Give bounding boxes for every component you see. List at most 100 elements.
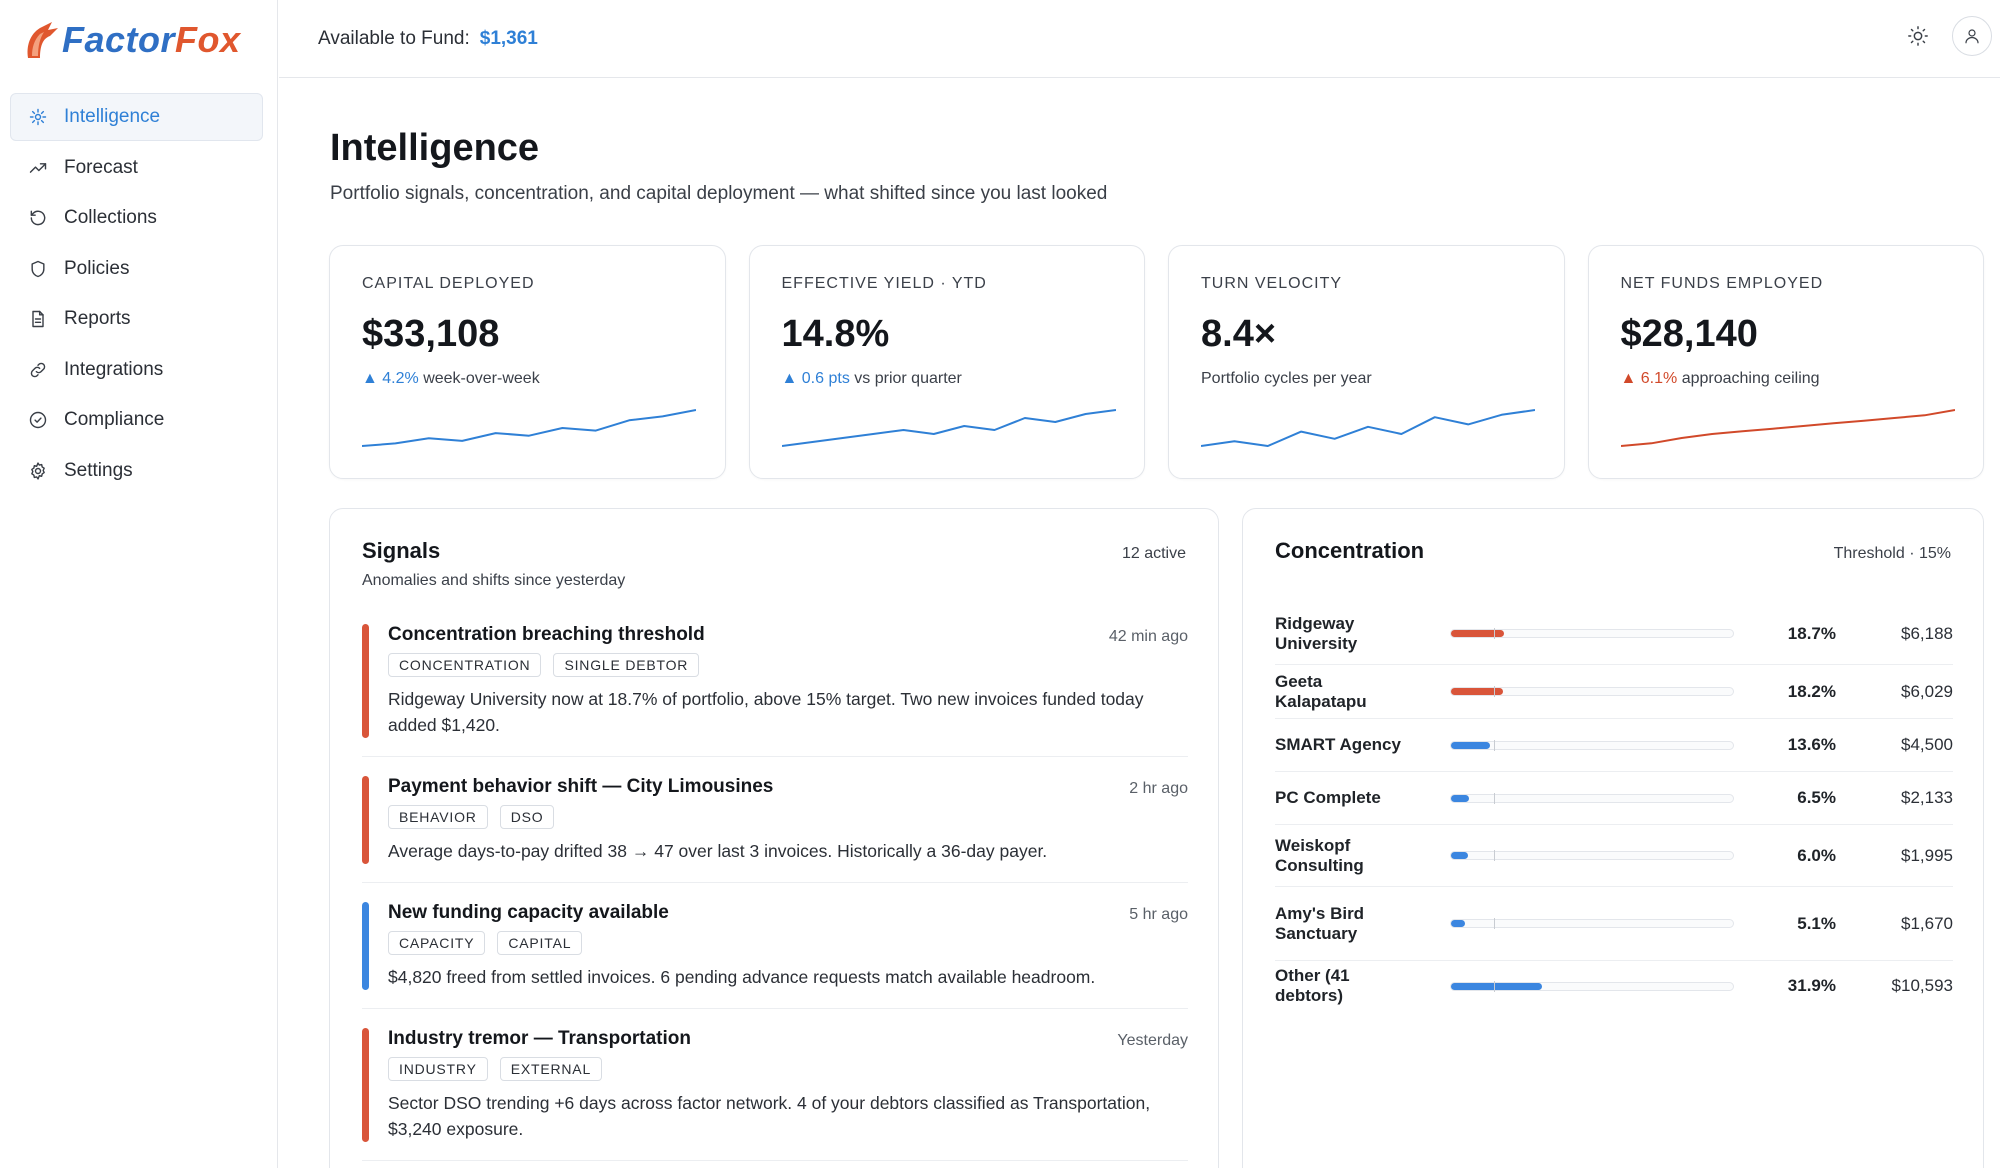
kpi-card[interactable]: NET FUNDS EMPLOYED $28,140 ▲ 6.1% approach… <box>1587 245 1984 479</box>
concentration-bar-track <box>1450 850 1734 861</box>
concentration-panel: Concentration Threshold · 15% Ridgeway U… <box>1242 508 1984 1168</box>
signal-tag: SINGLE DEBTOR <box>553 653 700 677</box>
sidebar-item-policies[interactable]: Policies <box>10 245 263 293</box>
kpi-delta: ▲ 6.1% approaching ceiling <box>1621 370 1820 388</box>
sidebar-item-settings[interactable]: Settings <box>10 447 263 495</box>
signal-time: 5 hr ago <box>1129 906 1188 923</box>
sidebar: FactorFox Intelligence Forecast Collection… <box>0 0 278 1168</box>
signal-description: Sector DSO trending +6 days across facto… <box>388 1093 1151 1139</box>
signal-time: Yesterday <box>1117 1032 1188 1049</box>
kpi-delta-value: ▲ 4.2% <box>362 370 419 387</box>
kpi-label: EFFECTIVE YIELD · YTD <box>781 275 987 292</box>
signal-tag: CONCENTRATION <box>388 653 542 677</box>
kpi-delta: Portfolio cycles per year <box>1201 370 1372 388</box>
sidebar-item-compliance[interactable]: Compliance <box>10 396 263 444</box>
threshold-marker <box>1493 792 1495 804</box>
kpi-delta-text: week-over-week <box>423 370 540 387</box>
sidebar-item-collections[interactable]: Collections <box>10 194 263 242</box>
concentration-row[interactable]: Weiskopf Consulting 6.0% $1,995 <box>1275 825 1953 887</box>
document-icon <box>32 310 44 328</box>
signal-time: 42 min ago <box>1108 628 1188 645</box>
sidebar-item-forecast[interactable]: Forecast <box>10 144 263 192</box>
debtor-amount: $2,133 <box>1901 788 1953 807</box>
user-menu-button[interactable] <box>1952 16 1992 56</box>
debtor-amount: $6,188 <box>1901 623 1953 643</box>
threshold-marker <box>1493 739 1495 751</box>
kpi-delta: ▲ 4.2% week-over-week <box>362 370 540 388</box>
brand-logo[interactable]: FactorFox <box>22 18 241 62</box>
signals-list: Concentration breaching threshold 42 min … <box>362 624 1188 1161</box>
concentration-row[interactable]: Amy's Bird Sanctuary 5.1% $1,670 <box>1275 887 1953 961</box>
gear-icon <box>31 461 45 480</box>
debtor-percent: 6.5% <box>1797 788 1836 807</box>
kpi-delta-value: ▲ 6.1% <box>1620 370 1678 387</box>
signal-description: Average days-to-pay drifted 38 → 47 over… <box>388 841 1048 861</box>
signal-item[interactable]: New funding capacity available 5 hr ago CA… <box>362 883 1188 1009</box>
sidebar-item-label: Policies <box>64 257 130 279</box>
threshold-marker <box>1493 628 1495 639</box>
kpi-delta-value: ▲ 0.6 pts <box>781 370 850 387</box>
signal-tag: DSO <box>499 805 555 829</box>
debtor-percent: 18.7% <box>1787 623 1836 643</box>
signal-description: Ridgeway University now at 18.7% of port… <box>388 689 1144 735</box>
threshold-marker <box>1493 918 1495 929</box>
signal-title: Payment behavior shift — City Limousines <box>388 776 774 797</box>
concentration-list: Ridgeway University 18.7% $6,188 Geeta Kala… <box>1275 603 1953 1011</box>
debtor-amount: $1,995 <box>1901 845 1953 865</box>
kpi-card[interactable]: CAPITAL DEPLOYED $33,108 ▲ 4.2% week-over-… <box>329 245 726 479</box>
kpi-label: TURN VELOCITY <box>1201 275 1343 292</box>
debtor-name: SMART Agency <box>1275 735 1401 754</box>
concentration-bar-fill <box>1451 630 1505 637</box>
signal-tag: EXTERNAL <box>499 1057 603 1081</box>
kpi-delta-text: vs prior quarter <box>854 370 962 387</box>
sidebar-item-reports[interactable]: Reports <box>10 295 263 343</box>
sidebar-item-integrations[interactable]: Integrations <box>10 346 263 394</box>
concentration-row[interactable]: Geeta Kalapatapu 18.2% $6,029 <box>1275 665 1953 719</box>
concentration-bar-track <box>1450 628 1734 639</box>
threshold-marker <box>1493 850 1495 861</box>
kpi-value: $28,140 <box>1620 313 1758 355</box>
concentration-row[interactable]: Other (41 debtors) 31.9% $10,593 <box>1275 961 1953 1011</box>
theme-toggle-button[interactable] <box>1898 16 1938 56</box>
concentration-bar-fill <box>1451 741 1490 749</box>
debtor-name: Amy's Bird Sanctuary <box>1275 903 1365 943</box>
sidebar-item-intelligence[interactable]: Intelligence <box>10 93 263 141</box>
top-actions <box>1898 16 1992 56</box>
top-bar: Available to Fund: $1,361 <box>279 0 2000 78</box>
concentration-row[interactable]: PC Complete 6.5% $2,133 <box>1275 772 1953 825</box>
concentration-bar-fill <box>1451 794 1470 802</box>
debtor-name: Weiskopf Consulting <box>1275 835 1364 875</box>
threshold-marker <box>1493 686 1495 697</box>
signal-item[interactable]: Payment behavior shift — City Limousines… <box>362 757 1188 883</box>
signal-item[interactable]: Concentration breaching threshold 42 min … <box>362 624 1188 757</box>
sidebar-item-label: Intelligence <box>64 106 161 127</box>
signal-tags: CONCENTRATION SINGLE DEBTOR <box>388 653 1188 677</box>
signal-severity-bar <box>362 624 369 738</box>
debtor-percent: 5.1% <box>1797 913 1836 933</box>
signal-title: Concentration breaching threshold <box>388 624 705 645</box>
concentration-bar-track <box>1450 918 1734 929</box>
kpi-card[interactable]: EFFECTIVE YIELD · YTD 14.8% ▲ 0.6 pts vs p… <box>748 245 1145 479</box>
available-to-fund-label: Available to Fund: <box>318 27 470 49</box>
sparkline-path <box>1201 409 1535 447</box>
sidebar-nav: Intelligence Forecast Collections Policies R… <box>10 93 263 497</box>
concentration-bar-fill <box>1451 688 1503 695</box>
concentration-row[interactable]: SMART Agency 13.6% $4,500 <box>1275 719 1953 772</box>
concentration-bar-fill <box>1451 852 1469 859</box>
concentration-row[interactable]: Ridgeway University 18.7% $6,188 <box>1275 603 1953 665</box>
debtor-amount: $1,670 <box>1901 913 1953 933</box>
sparkline-path <box>1620 409 1955 447</box>
signal-tags: INDUSTRY EXTERNAL <box>388 1057 1188 1081</box>
sidebar-item-label: Forecast <box>64 156 138 178</box>
kpi-card[interactable]: TURN VELOCITY 8.4× Portfolio cycles per y… <box>1168 245 1565 479</box>
user-icon <box>1965 29 1979 44</box>
kpi-value: 14.8% <box>781 313 890 355</box>
signals-count: 12 active <box>1121 545 1186 562</box>
kpi-label: CAPITAL DEPLOYED <box>362 275 535 292</box>
signal-item[interactable]: Industry tremor — Transportation Yesterda… <box>362 1009 1188 1161</box>
kpi-sparkline <box>1620 409 1955 447</box>
concentration-threshold: Threshold · 15% <box>1833 545 1951 562</box>
debtor-amount: $6,029 <box>1901 681 1953 701</box>
concentration-bar-track <box>1450 739 1734 751</box>
kpi-label: NET FUNDS EMPLOYED <box>1620 275 1824 292</box>
